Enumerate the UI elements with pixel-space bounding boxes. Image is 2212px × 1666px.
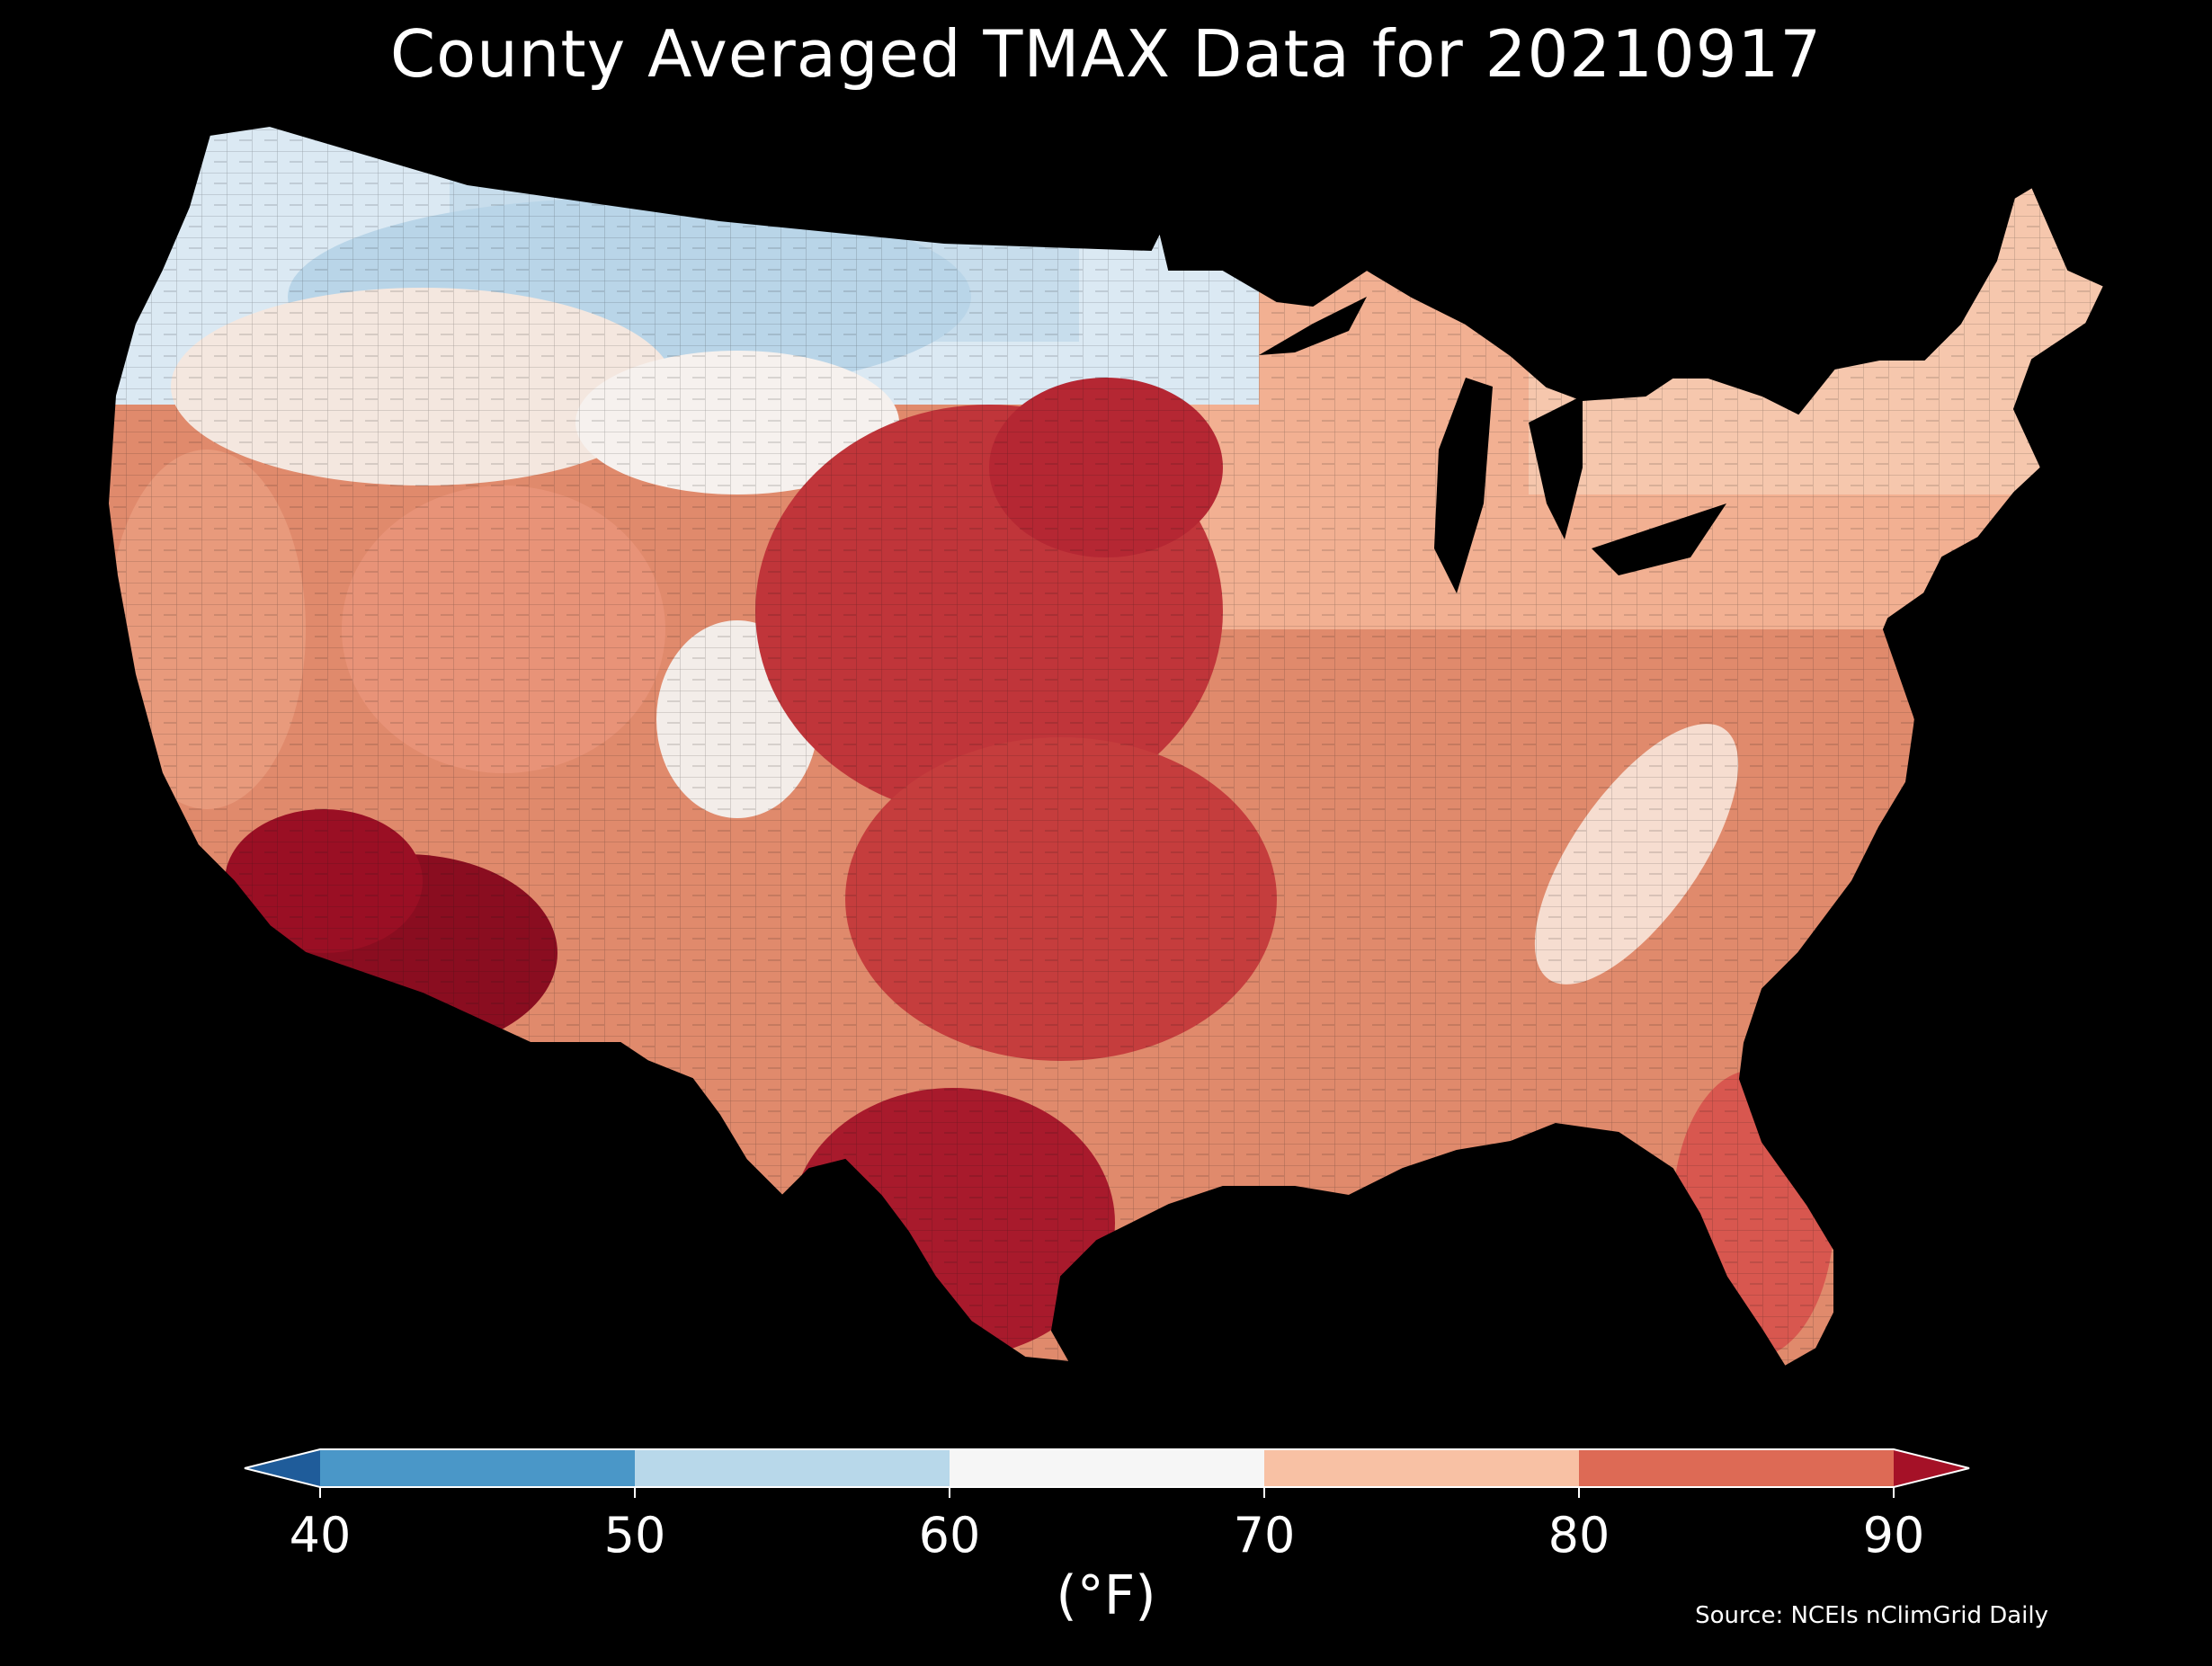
colorbar-extend-high bbox=[1894, 1449, 1969, 1487]
colorbar-tick-label: 50 bbox=[604, 1507, 666, 1564]
colorbar-tick-label: 90 bbox=[1863, 1507, 1925, 1564]
colorbar-bin bbox=[950, 1449, 1265, 1487]
colorbar-bin bbox=[1579, 1449, 1895, 1487]
map-title: County Averaged TMAX Data for 20210917 bbox=[389, 16, 1823, 92]
colorbar-tick-label: 80 bbox=[1548, 1507, 1610, 1564]
colorbar-tick-label: 60 bbox=[919, 1507, 981, 1564]
colorbar-tick-label: 70 bbox=[1234, 1507, 1296, 1564]
colorbar-unit-label: (°F) bbox=[1056, 1564, 1156, 1627]
colorbar-bin bbox=[320, 1449, 636, 1487]
colorbar-bin bbox=[1264, 1449, 1580, 1487]
colorbar-bin bbox=[635, 1449, 950, 1487]
colorbar-extend-low bbox=[245, 1449, 320, 1487]
source-credit: Source: NCEIs nClimGrid Daily bbox=[1695, 1602, 2048, 1629]
colorbar-tick-label: 40 bbox=[290, 1507, 352, 1564]
